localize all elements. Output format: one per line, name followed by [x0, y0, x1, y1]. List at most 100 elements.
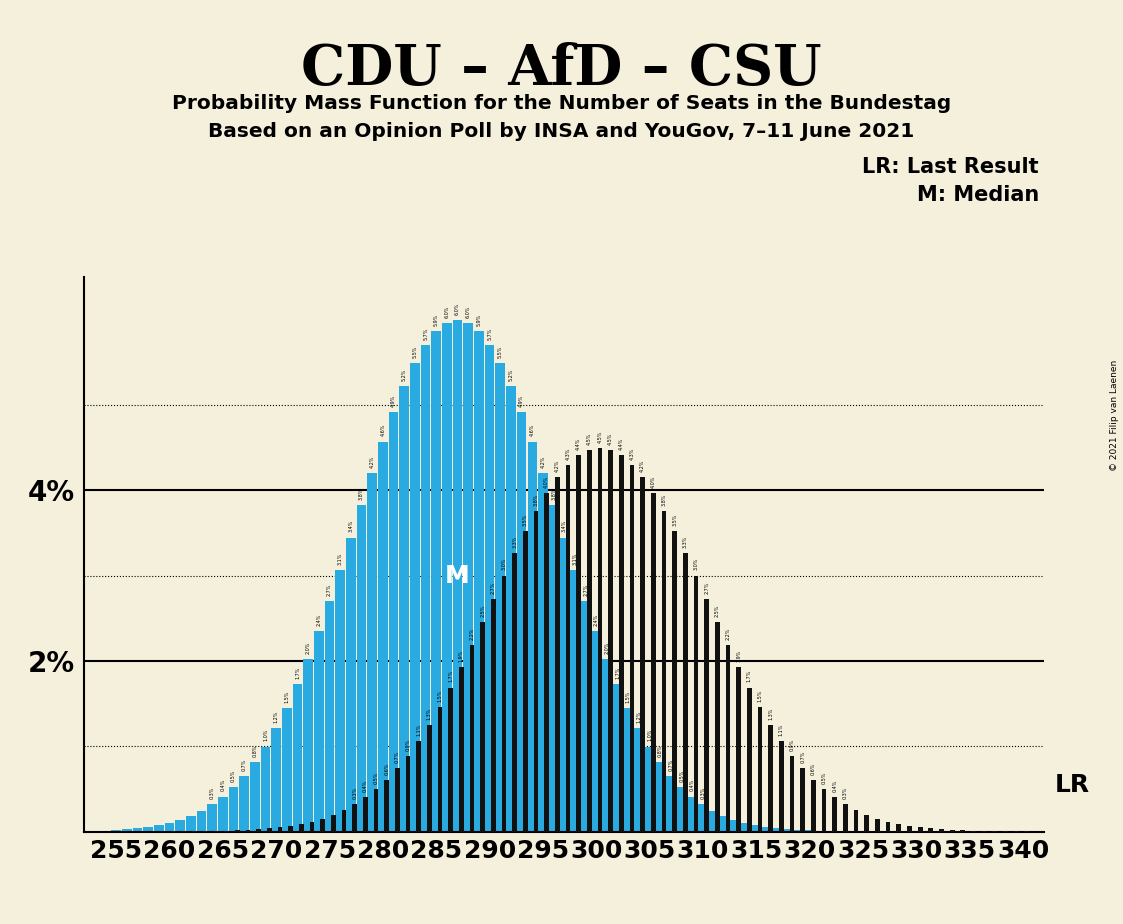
Bar: [495, 363, 505, 832]
Bar: [469, 645, 474, 832]
Text: 5.7%: 5.7%: [487, 327, 492, 340]
Bar: [794, 830, 804, 832]
Bar: [502, 576, 506, 832]
Bar: [353, 805, 357, 832]
Text: 3.4%: 3.4%: [562, 520, 567, 532]
Bar: [581, 602, 591, 832]
Bar: [704, 599, 709, 832]
Bar: [459, 667, 464, 832]
Bar: [661, 511, 666, 832]
Bar: [239, 776, 249, 832]
Bar: [843, 805, 848, 832]
Bar: [822, 789, 827, 832]
Bar: [122, 829, 131, 832]
Bar: [453, 320, 463, 832]
Text: 4.2%: 4.2%: [640, 460, 646, 472]
Text: M: Median: M: Median: [916, 185, 1039, 205]
Text: 4.4%: 4.4%: [619, 438, 624, 450]
Text: 6.0%: 6.0%: [466, 305, 471, 318]
Bar: [592, 631, 601, 832]
Text: LR: Last Result: LR: Last Result: [862, 157, 1039, 177]
Bar: [517, 412, 527, 832]
Text: 3.1%: 3.1%: [573, 553, 577, 565]
Bar: [768, 725, 773, 832]
Bar: [747, 687, 751, 832]
Text: 4.2%: 4.2%: [555, 460, 560, 472]
Text: 3.3%: 3.3%: [683, 535, 688, 548]
Bar: [929, 829, 933, 832]
Bar: [481, 622, 485, 832]
Bar: [917, 827, 922, 832]
Bar: [272, 728, 281, 832]
Text: Based on an Opinion Poll by INSA and YouGov, 7–11 June 2021: Based on an Opinion Poll by INSA and You…: [209, 122, 914, 141]
Text: 4.5%: 4.5%: [609, 432, 613, 444]
Text: 2.7%: 2.7%: [704, 581, 710, 594]
Text: 0.4%: 0.4%: [690, 779, 695, 792]
Bar: [779, 741, 784, 832]
Text: 0.7%: 0.7%: [241, 759, 247, 771]
Bar: [570, 570, 579, 832]
Bar: [363, 797, 367, 832]
Bar: [438, 707, 442, 832]
Text: 0.3%: 0.3%: [353, 787, 357, 799]
Bar: [630, 465, 634, 832]
Text: 1.2%: 1.2%: [274, 711, 279, 723]
Bar: [320, 819, 325, 832]
Bar: [939, 830, 943, 832]
Text: 1.5%: 1.5%: [438, 689, 442, 702]
Bar: [442, 322, 451, 832]
Bar: [417, 741, 421, 832]
Text: 4.2%: 4.2%: [540, 456, 546, 468]
Text: 0.7%: 0.7%: [801, 751, 805, 763]
Text: 6.0%: 6.0%: [455, 302, 460, 315]
Text: 4.3%: 4.3%: [630, 447, 634, 459]
Text: 3.8%: 3.8%: [661, 493, 667, 506]
Bar: [566, 465, 570, 832]
Bar: [896, 824, 901, 832]
Text: 0.3%: 0.3%: [843, 787, 848, 799]
Bar: [250, 762, 259, 832]
Text: 2.4%: 2.4%: [594, 614, 599, 626]
Text: 0.4%: 0.4%: [220, 779, 226, 792]
Bar: [256, 830, 261, 832]
Bar: [384, 780, 389, 832]
Text: 5.5%: 5.5%: [412, 346, 418, 359]
Bar: [267, 829, 272, 832]
Bar: [623, 708, 633, 832]
Bar: [699, 804, 707, 832]
Bar: [587, 450, 592, 832]
Bar: [144, 827, 153, 832]
Text: 2.7%: 2.7%: [491, 581, 496, 594]
Bar: [715, 622, 720, 832]
Bar: [683, 553, 687, 832]
Bar: [277, 827, 282, 832]
Text: 4.9%: 4.9%: [519, 395, 524, 407]
Text: 0.5%: 0.5%: [374, 772, 378, 784]
Text: M: M: [445, 564, 471, 588]
Bar: [448, 687, 453, 832]
Text: 0.3%: 0.3%: [210, 787, 214, 799]
Bar: [325, 602, 335, 832]
Bar: [374, 789, 378, 832]
Bar: [314, 631, 323, 832]
Text: 2.5%: 2.5%: [481, 604, 485, 617]
Bar: [801, 769, 805, 832]
Bar: [853, 810, 858, 832]
Bar: [235, 831, 239, 832]
Bar: [389, 412, 399, 832]
Text: 1.7%: 1.7%: [615, 667, 620, 679]
Bar: [597, 448, 602, 832]
Bar: [506, 386, 515, 832]
Bar: [805, 831, 814, 832]
Bar: [720, 816, 729, 832]
Text: 1.7%: 1.7%: [747, 670, 752, 683]
Bar: [725, 645, 730, 832]
Text: 0.5%: 0.5%: [822, 772, 827, 784]
Bar: [865, 815, 869, 832]
Text: 4.6%: 4.6%: [381, 424, 385, 436]
Bar: [602, 659, 612, 832]
Text: 3.4%: 3.4%: [348, 520, 354, 532]
Text: 3.1%: 3.1%: [338, 553, 343, 565]
Text: 5.7%: 5.7%: [423, 327, 428, 340]
Text: 0.5%: 0.5%: [679, 770, 684, 782]
